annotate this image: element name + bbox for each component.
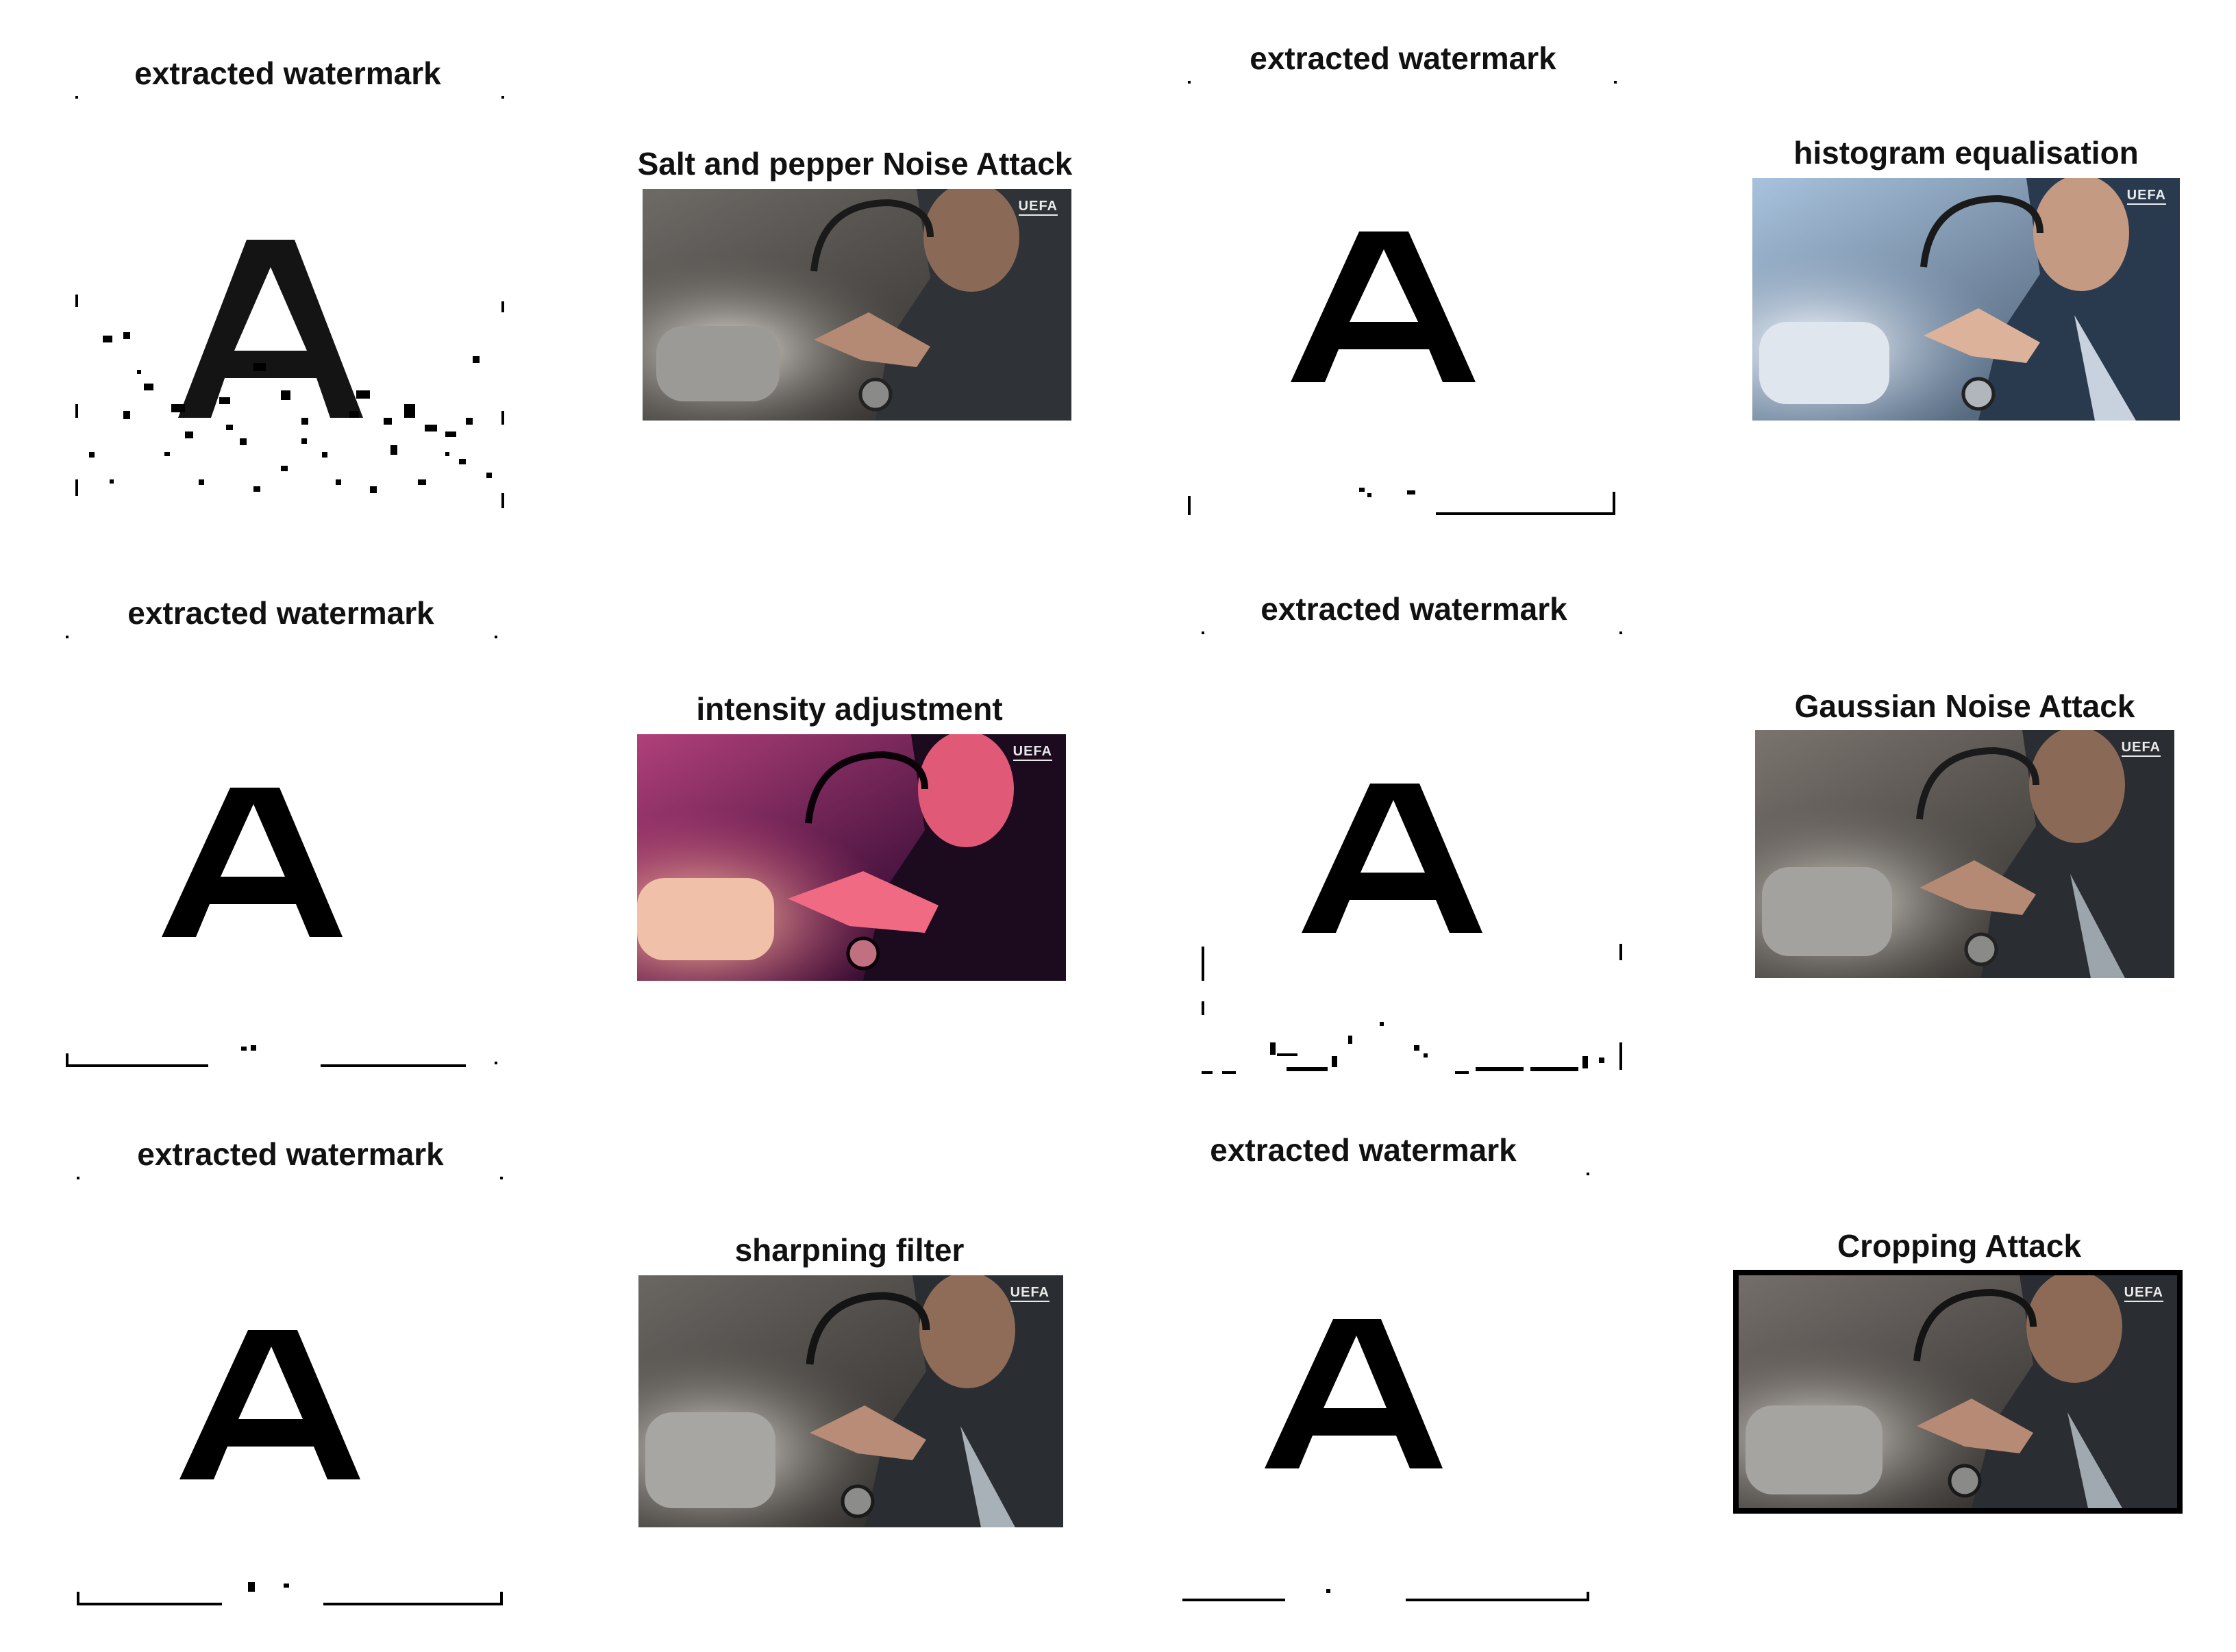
watermark-title-1: extracted watermark bbox=[134, 55, 441, 91]
watermark-title-3: extracted watermark bbox=[127, 595, 434, 631]
attack-title-6: Cropping Attack bbox=[1837, 1228, 2082, 1264]
attacked-image-3: UEFA bbox=[637, 734, 1066, 981]
attack-title-3: intensity adjustment bbox=[696, 691, 1003, 727]
uefa-badge-1: UEFA bbox=[1018, 199, 1058, 216]
extracted-watermark-4 bbox=[1202, 631, 1633, 1077]
uefa-badge-3: UEFA bbox=[1013, 744, 1052, 761]
extracted-watermark-2 bbox=[1188, 81, 1619, 519]
attacked-image-6: UEFA bbox=[1733, 1270, 2183, 1514]
watermark-title-4: extracted watermark bbox=[1260, 591, 1567, 627]
watermark-title-5: extracted watermark bbox=[137, 1136, 444, 1172]
extracted-watermark-3 bbox=[66, 636, 504, 1074]
attacked-image-1: UEFA bbox=[643, 189, 1071, 421]
uefa-badge-5: UEFA bbox=[1010, 1285, 1049, 1302]
uefa-badge-2: UEFA bbox=[2126, 188, 2166, 205]
attacked-image-4: UEFA bbox=[1755, 730, 2174, 978]
attacked-image-2: UEFA bbox=[1752, 178, 2180, 421]
watermark-title-6: extracted watermark bbox=[1210, 1132, 1517, 1168]
watermark-title-2: extracted watermark bbox=[1250, 40, 1556, 76]
attack-title-4: Gaussian Noise Attack bbox=[1794, 688, 2135, 724]
attack-title-5: sharpning filter bbox=[734, 1232, 965, 1268]
extracted-watermark-5 bbox=[77, 1177, 508, 1615]
extracted-watermark-1 bbox=[75, 96, 507, 514]
attack-title-1: Salt and pepper Noise Attack bbox=[637, 146, 1073, 182]
extracted-watermark-6 bbox=[1182, 1173, 1593, 1611]
attacked-image-5: UEFA bbox=[638, 1275, 1063, 1527]
attack-title-2: histogram equalisation bbox=[1793, 135, 2139, 171]
uefa-badge-6: UEFA bbox=[2124, 1285, 2163, 1302]
uefa-badge-4: UEFA bbox=[2121, 740, 2161, 757]
